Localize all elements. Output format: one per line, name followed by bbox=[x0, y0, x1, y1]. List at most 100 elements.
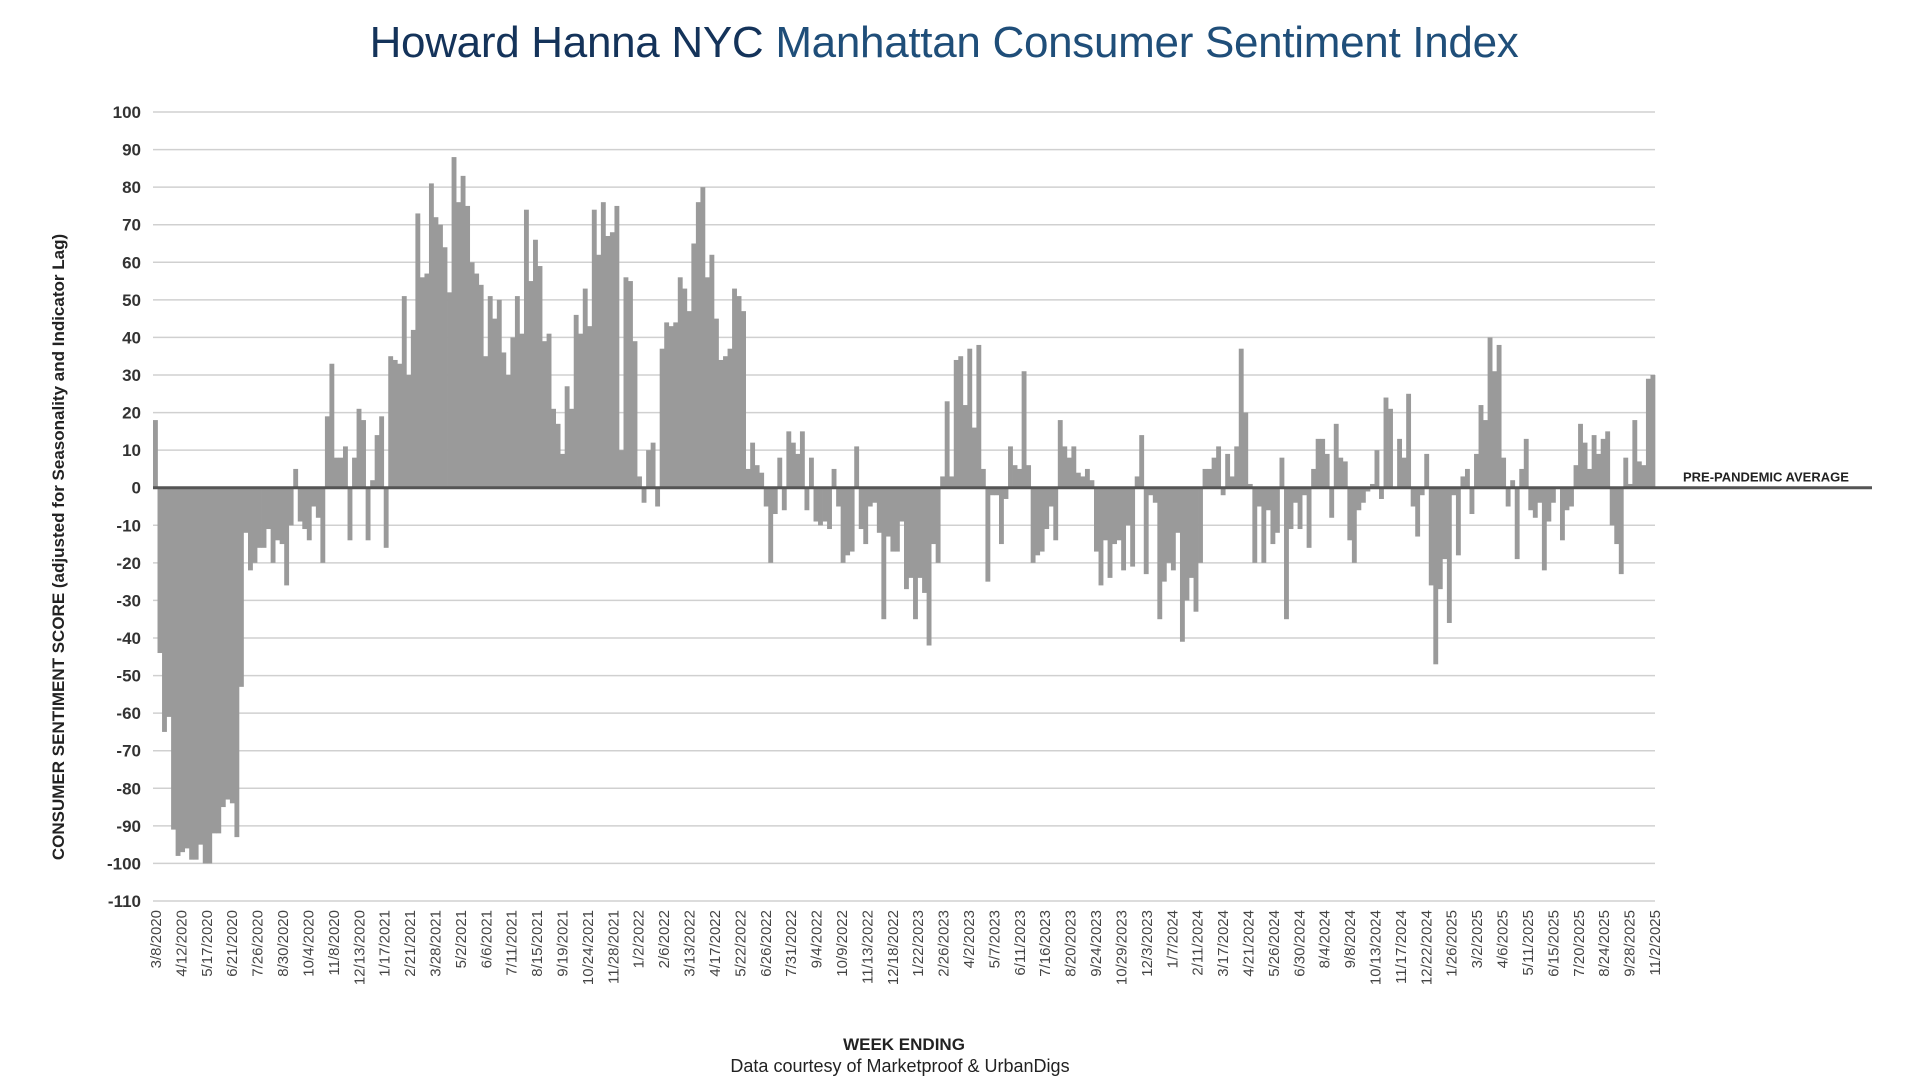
bar bbox=[1469, 487, 1475, 515]
x-tick-label: 1/22/2023 bbox=[910, 910, 927, 977]
x-tick-label: 3/2/2025 bbox=[1469, 910, 1486, 968]
bar bbox=[976, 344, 982, 488]
bar bbox=[1623, 457, 1629, 488]
bar bbox=[1424, 453, 1430, 488]
bar bbox=[723, 356, 728, 488]
bar bbox=[790, 442, 796, 488]
bar bbox=[573, 314, 579, 488]
bar bbox=[1451, 487, 1457, 496]
bar bbox=[1415, 487, 1421, 537]
bar bbox=[1157, 487, 1163, 620]
bar bbox=[1288, 487, 1294, 530]
y-tick-label: 40 bbox=[122, 328, 141, 347]
x-tick-label: 12/3/2023 bbox=[1139, 910, 1156, 977]
bar bbox=[836, 487, 842, 507]
bar bbox=[1003, 487, 1009, 499]
y-tick-label: -90 bbox=[116, 817, 141, 836]
bar bbox=[985, 487, 991, 582]
bar bbox=[768, 487, 774, 563]
bar bbox=[1270, 487, 1276, 545]
bar bbox=[175, 487, 181, 856]
bar bbox=[940, 476, 946, 488]
x-tick-label: 12/18/2022 bbox=[885, 910, 902, 985]
bar bbox=[894, 487, 900, 552]
bar bbox=[967, 348, 973, 488]
bar bbox=[1388, 408, 1393, 488]
bar bbox=[628, 281, 633, 488]
bar bbox=[704, 277, 710, 488]
bar bbox=[180, 487, 186, 853]
bar bbox=[297, 487, 303, 522]
x-tick-label: 9/28/2025 bbox=[1622, 910, 1639, 977]
bar bbox=[1229, 476, 1235, 488]
x-tick-label: 12/22/2024 bbox=[1418, 910, 1435, 985]
x-tick-label: 9/24/2023 bbox=[1088, 910, 1105, 977]
bar bbox=[962, 405, 968, 488]
bar bbox=[438, 224, 443, 488]
pre-pandemic-average-label: PRE-PANDEMIC AVERAGE bbox=[1683, 470, 1849, 485]
bar bbox=[347, 487, 353, 541]
bar bbox=[243, 487, 249, 533]
bar bbox=[1397, 438, 1402, 488]
bar bbox=[1189, 487, 1194, 578]
bar bbox=[1094, 487, 1099, 552]
bar bbox=[741, 311, 746, 488]
bar bbox=[1532, 487, 1538, 518]
bar bbox=[365, 487, 371, 541]
bar bbox=[1274, 487, 1280, 533]
bar bbox=[664, 322, 670, 488]
bar bbox=[614, 205, 620, 488]
bar bbox=[623, 277, 629, 488]
bar bbox=[284, 487, 290, 586]
bar bbox=[709, 254, 715, 488]
bar bbox=[1112, 487, 1117, 545]
bar bbox=[777, 457, 783, 488]
bar bbox=[1347, 487, 1353, 541]
x-tick-label: 9/4/2022 bbox=[809, 910, 826, 968]
bar bbox=[451, 157, 457, 488]
bar bbox=[922, 487, 927, 593]
bar bbox=[1600, 438, 1606, 488]
bar bbox=[1369, 483, 1375, 488]
bar bbox=[324, 416, 330, 488]
bar bbox=[447, 292, 452, 488]
bar bbox=[257, 487, 262, 548]
x-tick-label: 9/19/2021 bbox=[555, 910, 572, 977]
bar bbox=[1383, 397, 1389, 488]
x-tick-label: 5/2/2021 bbox=[453, 910, 470, 968]
bar bbox=[1039, 487, 1045, 552]
bar bbox=[881, 487, 887, 620]
x-tick-label: 6/21/2020 bbox=[224, 910, 241, 977]
bar bbox=[845, 487, 851, 556]
bar bbox=[1487, 337, 1493, 488]
bar bbox=[1311, 468, 1317, 488]
bar bbox=[953, 359, 959, 488]
bar bbox=[655, 487, 661, 507]
y-tick-label: 10 bbox=[122, 441, 141, 460]
bar bbox=[908, 487, 914, 578]
bar bbox=[320, 487, 326, 563]
bar bbox=[1609, 487, 1615, 526]
x-tick-label: 1/26/2025 bbox=[1444, 910, 1461, 977]
bar bbox=[822, 487, 828, 522]
bar bbox=[560, 453, 566, 488]
bar bbox=[1505, 487, 1511, 507]
bar bbox=[727, 348, 733, 488]
bar bbox=[1596, 453, 1602, 488]
bar bbox=[1433, 487, 1439, 665]
x-tick-label: 3/17/2024 bbox=[1215, 910, 1232, 977]
bar bbox=[1550, 487, 1556, 503]
y-tick-label: -80 bbox=[116, 779, 141, 798]
bar bbox=[234, 487, 240, 838]
bar bbox=[732, 288, 737, 488]
bar bbox=[885, 487, 891, 537]
bar bbox=[1356, 487, 1362, 511]
bar bbox=[890, 487, 896, 552]
bar bbox=[1342, 461, 1348, 488]
bar bbox=[876, 487, 882, 533]
bar bbox=[840, 487, 846, 563]
x-tick-label: 8/4/2024 bbox=[1317, 910, 1334, 968]
bar bbox=[1175, 487, 1181, 533]
bar bbox=[1225, 453, 1231, 488]
bar bbox=[1216, 446, 1222, 488]
